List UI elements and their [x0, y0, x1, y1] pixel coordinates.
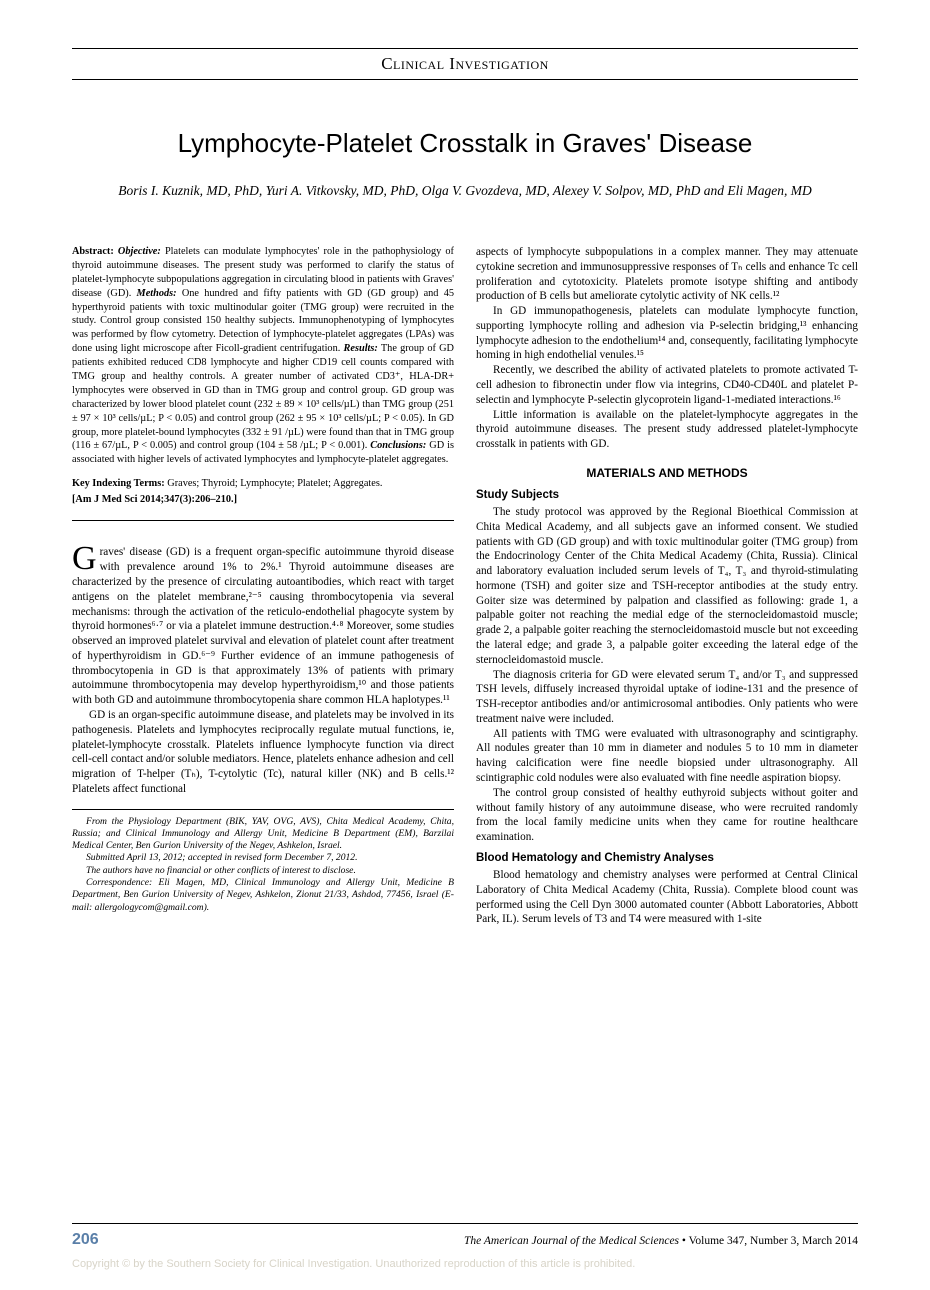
conflict-statement: The authors have no financial or other c… — [72, 865, 454, 877]
key-terms-text: Graves; Thyroid; Lymphocyte; Platelet; A… — [165, 478, 383, 489]
author-list: Boris I. Kuznik, MD, PhD, Yuri A. Vitkov… — [72, 181, 858, 201]
journal-name: The American Journal of the Medical Scie… — [464, 1235, 679, 1247]
correspondence-info: Correspondence: Eli Magen, MD, Clinical … — [72, 877, 454, 914]
abstract-label: Abstract: — [72, 246, 114, 257]
intro-paragraph-2: GD is an organ-specific autoimmune disea… — [72, 708, 454, 797]
drop-cap: G — [72, 545, 100, 573]
intro-paragraph-3: aspects of lymphocyte subpopulations in … — [476, 245, 858, 304]
affiliation-text: From the Physiology Department (BIK, YAV… — [72, 816, 454, 853]
study-subjects-p2: The diagnosis criteria for GD were eleva… — [476, 668, 858, 727]
article-title: Lymphocyte-Platelet Crosstalk in Graves'… — [72, 126, 858, 160]
copyright-watermark: Copyright © by the Southern Society for … — [72, 1257, 858, 1272]
article-citation: [Am J Med Sci 2014;347(3):206–210.] — [72, 493, 454, 507]
abstract-objective-label: Objective: — [118, 246, 161, 257]
abstract-conclusions-label: Conclusions: — [370, 440, 426, 451]
intro-paragraph-5: Recently, we described the ability of ac… — [476, 363, 858, 407]
blood-analyses-p: Blood hematology and chemistry analyses … — [476, 868, 858, 927]
submission-dates: Submitted April 13, 2012; accepted in re… — [72, 852, 454, 864]
study-subjects-p3: All patients with TMG were evaluated wit… — [476, 727, 858, 786]
blood-analyses-heading: Blood Hematology and Chemistry Analyses — [476, 851, 858, 866]
abstract-results-text: The group of GD patients exhibited reduc… — [72, 343, 454, 451]
affiliation-block: From the Physiology Department (BIK, YAV… — [72, 809, 454, 914]
study-subjects-p4: The control group consisted of healthy e… — [476, 786, 858, 845]
abstract-block: Abstract: Objective: Platelets can modul… — [72, 245, 454, 467]
intro-p1-text: raves' disease (GD) is a frequent organ-… — [72, 546, 454, 706]
two-column-body: Abstract: Objective: Platelets can modul… — [72, 245, 858, 927]
page-footer: 206 The American Journal of the Medical … — [72, 1223, 858, 1250]
abstract-bottom-rule — [72, 520, 454, 521]
abstract-methods-label: Methods: — [137, 288, 177, 299]
section-header-band: Clinical Investigation — [72, 48, 858, 80]
journal-issue: • Volume 347, Number 3, March 2014 — [679, 1235, 858, 1247]
intro-paragraph-6: Little information is available on the p… — [476, 408, 858, 452]
journal-line: The American Journal of the Medical Scie… — [464, 1234, 858, 1249]
key-indexing-terms: Key Indexing Terms: Graves; Thyroid; Lym… — [72, 477, 454, 491]
study-subjects-heading: Study Subjects — [476, 488, 858, 503]
intro-paragraph-4: In GD immunopathogenesis, platelets can … — [476, 304, 858, 363]
study-subjects-p1: The study protocol was approved by the R… — [476, 505, 858, 668]
intro-paragraph-1: Graves' disease (GD) is a frequent organ… — [72, 545, 454, 708]
page-number: 206 — [72, 1229, 99, 1250]
materials-methods-heading: MATERIALS AND METHODS — [476, 466, 858, 482]
abstract-results-label: Results: — [344, 343, 378, 354]
key-terms-label: Key Indexing Terms: — [72, 478, 165, 489]
section-header-text: Clinical Investigation — [381, 54, 549, 73]
